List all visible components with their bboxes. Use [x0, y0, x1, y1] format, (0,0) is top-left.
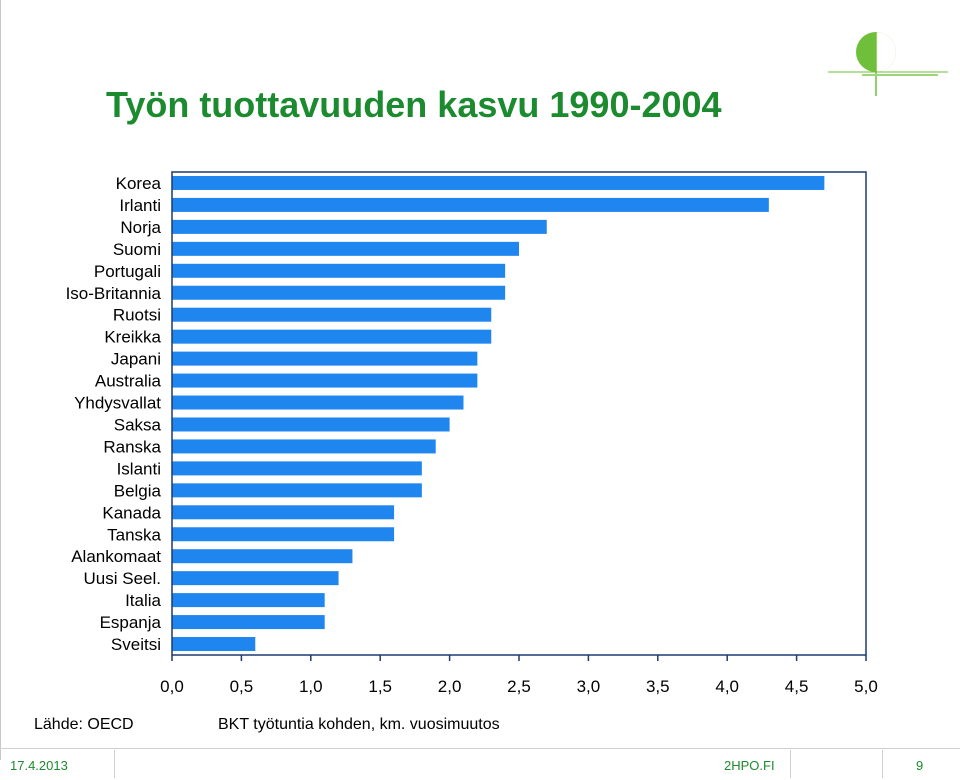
page-title: Työn tuottavuuden kasvu 1990-2004 [106, 84, 722, 125]
x-axis-label: BKT työtuntia kohden, km. vuosimuutos [218, 716, 500, 733]
bar-saksa [172, 417, 450, 432]
footer: 17.4.2013 2HPO.FI 9 [0, 748, 960, 780]
bar-kanada [172, 505, 395, 520]
bar-series [172, 175, 825, 652]
category-label: Portugali [94, 262, 161, 281]
x-tick-label: 1,0 [299, 677, 323, 696]
category-label: Ruotsi [113, 306, 161, 325]
footer-site: 2HPO.FI [724, 758, 775, 773]
bar-ruotsi [172, 307, 492, 322]
bar-irlanti [172, 197, 769, 212]
bar-japani [172, 351, 478, 366]
category-label: Alankomaat [71, 547, 161, 566]
x-tick-label: 1,5 [368, 677, 392, 696]
bar-alankomaat [172, 549, 353, 564]
x-tick-label: 2,5 [507, 677, 531, 696]
x-tick-label: 0,0 [160, 677, 184, 696]
bar-italia [172, 593, 325, 608]
footer-date: 17.4.2013 [10, 758, 68, 773]
category-label: Iso-Britannia [66, 284, 162, 303]
bar-iso-britannia [172, 285, 506, 300]
bar-yhdysvallat [172, 395, 464, 410]
x-tick-label: 0,5 [230, 677, 254, 696]
x-tick-label: 4,5 [785, 677, 809, 696]
category-label: Islanti [117, 459, 161, 478]
category-label: Australia [95, 372, 162, 391]
category-labels: Korea Irlanti Norja Suomi Portugali Iso-Brita… [66, 174, 162, 654]
x-tick-label: 3,5 [646, 677, 670, 696]
category-label: Ranska [103, 437, 161, 456]
category-label: Belgia [114, 481, 162, 500]
x-tick-label: 5,0 [854, 677, 878, 696]
category-label: Italia [125, 591, 161, 610]
category-label: Japani [111, 350, 161, 369]
category-label: Korea [116, 174, 162, 193]
bar-kreikka [172, 329, 492, 344]
category-label: Tanska [107, 525, 161, 544]
category-label: Irlanti [119, 196, 161, 215]
x-tick-label: 3,0 [577, 677, 601, 696]
category-label: Kreikka [104, 328, 161, 347]
category-label: Uusi Seel. [84, 569, 161, 588]
x-tick-label: 4,0 [715, 677, 739, 696]
category-label: Espanja [100, 613, 162, 632]
company-logo [828, 32, 948, 96]
footer-separator [114, 750, 115, 778]
bar-islanti [172, 461, 422, 476]
bar-tanska [172, 527, 395, 542]
bar-belgia [172, 483, 422, 498]
category-label: Norja [120, 218, 161, 237]
footer-separator [790, 750, 791, 778]
left-border [0, 0, 1, 760]
bar-portugali [172, 263, 506, 278]
bar-sveitsi [172, 637, 256, 652]
bar-australia [172, 373, 478, 388]
bar-ranska [172, 439, 436, 454]
x-axis: 0,0 0,5 1,0 1,5 2,0 2,5 3,0 3,5 4,0 4,5 5,0 [160, 655, 878, 696]
footer-divider [0, 748, 960, 749]
x-tick-label: 2,0 [438, 677, 462, 696]
bar-uusi-seel [172, 571, 339, 586]
source-note: Lähde: OECD [34, 716, 134, 733]
bar-espanja [172, 615, 325, 630]
bar-chart: 0,0 0,5 1,0 1,5 2,0 2,5 3,0 3,5 4,0 4,5 5,0 Korea I… [66, 171, 878, 696]
category-label: Sveitsi [111, 635, 161, 654]
footer-separator [882, 750, 883, 778]
bar-korea [172, 175, 825, 190]
page-number: 9 [916, 758, 924, 773]
category-label: Suomi [113, 240, 161, 259]
category-label: Saksa [114, 415, 162, 434]
bar-suomi [172, 241, 519, 256]
bar-norja [172, 219, 547, 234]
category-label: Yhdysvallat [74, 394, 161, 413]
category-label: Kanada [102, 503, 161, 522]
